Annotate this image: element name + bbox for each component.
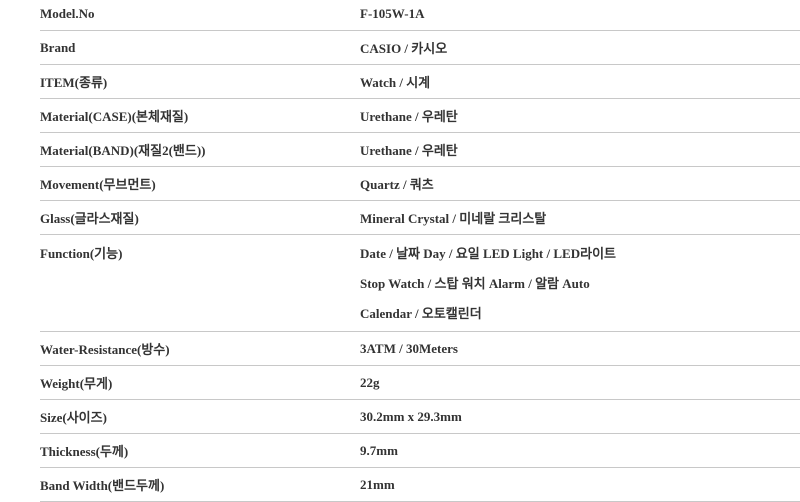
spec-value: Watch / 시계 (360, 75, 431, 90)
spec-label: Function(기능) (40, 246, 123, 261)
spec-label: Weight(무게) (40, 376, 113, 391)
spec-label: Movement(무브먼트) (40, 177, 156, 192)
spec-row-size: Size(사이즈) 30.2mm x 29.3mm (40, 400, 800, 434)
spec-value: 21mm (360, 476, 395, 492)
function-line: Date / 날짜 Day / 요일 LED Light / LED라이트 (360, 246, 616, 261)
spec-value: F-105W-1A (360, 5, 425, 21)
spec-row-function: Function(기능) Date / 날짜 Day / 요일 LED Light… (40, 235, 800, 332)
spec-row-material-band: Material(BAND)(재질2(밴드)) Urethane / 우레탄 (40, 133, 800, 167)
spec-value: Urethane / 우레탄 (360, 109, 458, 124)
spec-row-material-case: Material(CASE)(본체재질) Urethane / 우레탄 (40, 99, 800, 133)
spec-value: Urethane / 우레탄 (360, 143, 458, 158)
spec-value: Quartz / 쿼츠 (360, 177, 434, 192)
spec-value: 22g (360, 374, 380, 390)
spec-label: Brand (40, 39, 76, 55)
spec-row-movement: Movement(무브먼트) Quartz / 쿼츠 (40, 167, 800, 201)
spec-label: Material(BAND)(재질2(밴드)) (40, 143, 206, 158)
spec-value: Mineral Crystal / 미네랄 크리스탈 (360, 211, 547, 226)
spec-row-model: Model.No F-105W-1A (40, 0, 800, 31)
function-line: Stop Watch / 스탑 워치 Alarm / 알람 Auto (360, 276, 590, 291)
spec-row-thickness: Thickness(두께) 9.7mm (40, 434, 800, 468)
spec-row-band-width: Band Width(밴드두께) 21mm (40, 468, 800, 502)
spec-value: 9.7mm (360, 442, 398, 458)
spec-value: Date / 날짜 Day / 요일 LED Light / LED라이트 Sto… (360, 239, 800, 329)
spec-row-brand: Brand CASIO / 카시오 (40, 31, 800, 65)
spec-label: Glass(글라스재질) (40, 211, 139, 226)
spec-table: Model.No F-105W-1A Brand CASIO / 카시오 ITEM(… (40, 0, 800, 502)
spec-row-weight: Weight(무게) 22g (40, 366, 800, 400)
function-line: Calendar / 오토캘린더 (360, 306, 482, 321)
spec-label: Size(사이즈) (40, 410, 107, 425)
spec-row-water-resistance: Water-Resistance(방수) 3ATM / 30Meters (40, 332, 800, 366)
spec-label: Material(CASE)(본체재질) (40, 109, 189, 124)
spec-value: 30.2mm x 29.3mm (360, 408, 462, 424)
spec-label: Model.No (40, 5, 95, 21)
spec-label: ITEM(종류) (40, 75, 108, 90)
spec-value: CASIO / 카시오 (360, 41, 448, 56)
spec-label: Thickness(두께) (40, 444, 129, 459)
spec-label: Water-Resistance(방수) (40, 342, 170, 357)
spec-row-glass: Glass(글라스재질) Mineral Crystal / 미네랄 크리스탈 (40, 201, 800, 235)
spec-row-item: ITEM(종류) Watch / 시계 (40, 65, 800, 99)
spec-value: 3ATM / 30Meters (360, 340, 458, 356)
spec-label: Band Width(밴드두께) (40, 478, 165, 493)
